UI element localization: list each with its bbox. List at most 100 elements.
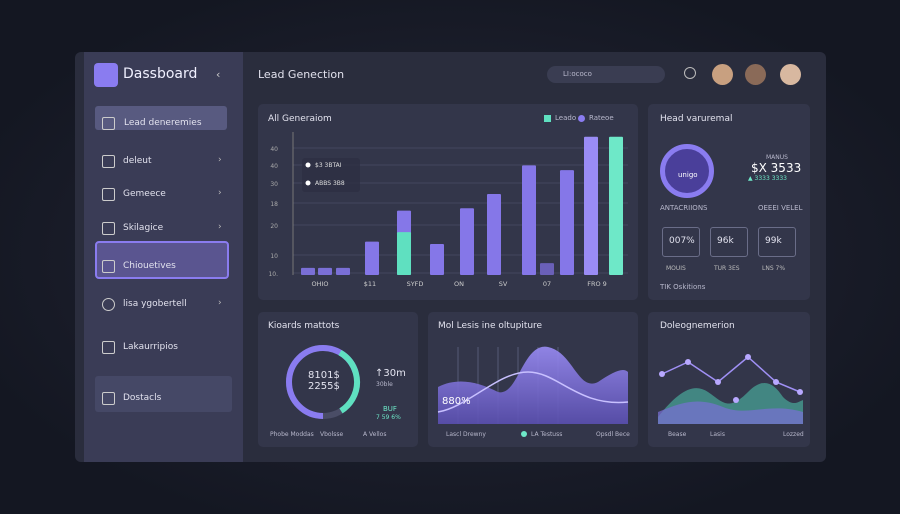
nav-highlight <box>95 106 227 130</box>
nav-icon <box>102 260 115 273</box>
donut-arc <box>286 345 360 420</box>
bar <box>540 263 554 275</box>
nav-icon <box>102 298 115 311</box>
y-label: 10 <box>270 253 278 260</box>
stat-label: TUR 3ES <box>714 265 740 272</box>
main-chart-card: All Generaiom Leado Rateoe 40 40 30 18 20 10 1… <box>258 104 638 300</box>
nav-item[interactable]: Gemeece <box>123 189 166 199</box>
nav-icon <box>102 117 115 130</box>
chevron: › <box>218 188 222 198</box>
nav-icon <box>102 155 115 168</box>
avatar[interactable] <box>745 64 766 85</box>
bar <box>560 170 574 275</box>
card-title: Mol Lesis ine oltupiture <box>438 321 543 331</box>
area-chart <box>437 346 629 424</box>
annotation-dot <box>305 162 311 168</box>
x-label: SYFD <box>407 280 424 288</box>
search-text: LI:ococo <box>563 70 592 78</box>
bar <box>336 267 350 275</box>
nav-item[interactable]: Lakaurripios <box>123 342 178 352</box>
nav-icon <box>102 341 115 354</box>
nav-item[interactable]: deleut <box>123 156 152 166</box>
x-label: FRO 9 <box>587 280 607 288</box>
stat-value: 007% <box>669 236 695 246</box>
stat-value: 96k <box>717 236 734 246</box>
card-title: Kioards mattots <box>268 321 340 331</box>
bar <box>487 193 501 275</box>
bar <box>460 208 474 275</box>
side-label: 30ble <box>376 381 393 388</box>
nav-item[interactable]: lisa ygobertell <box>123 299 187 309</box>
nav-active <box>95 241 229 279</box>
annotation-box <box>302 158 360 192</box>
badge: BUF <box>383 405 397 413</box>
area-card: Mol Lesis ine oltupiture 880% Lascl Drew… <box>428 312 638 447</box>
search-icon[interactable] <box>684 67 696 79</box>
x-label: 07 <box>543 280 551 288</box>
side-value: ↑30m <box>375 368 406 379</box>
card-title: Doleognemerion <box>660 321 735 331</box>
legend-item: Phobe Moddas <box>270 431 314 438</box>
legend-item: Bease <box>668 431 687 438</box>
search-box[interactable]: LI:ococo <box>547 66 665 83</box>
area <box>438 346 628 424</box>
y-label: 40 <box>270 163 278 170</box>
ring-label: unigo <box>678 171 698 179</box>
legend-item: A Vellos <box>363 431 387 438</box>
section-label: ANTACRIIONS <box>660 204 708 212</box>
stat-value: 99k <box>765 236 782 246</box>
bar <box>318 267 332 275</box>
legend-swatch <box>544 115 551 122</box>
nav-icon <box>102 222 115 235</box>
legend-swatch <box>578 115 585 122</box>
legend-item: Lascl Drewny <box>446 431 486 438</box>
stat-label: MOUIS <box>666 265 686 272</box>
legend-item: Lozzed <box>783 431 804 438</box>
nav-item[interactable]: Dostacls <box>123 393 162 403</box>
legend-item: Vbolsse <box>320 431 344 438</box>
card-title: Head varuremal <box>660 114 733 124</box>
nav-item[interactable]: Chiouetives <box>123 261 176 271</box>
avatar[interactable] <box>712 64 733 85</box>
delta: ▲ 3333 3333 <box>748 175 787 182</box>
section-label: OEEEI VELEL <box>758 204 803 212</box>
nav-item[interactable]: Lead deneremies <box>124 118 202 128</box>
legend-item: Opsdl Bece <box>596 431 630 438</box>
logo <box>94 63 118 87</box>
area-label: 880% <box>442 396 471 407</box>
donut-arc <box>286 345 360 419</box>
y-label: 40 <box>270 146 278 153</box>
avatar[interactable] <box>780 64 801 85</box>
nav-box <box>95 376 232 412</box>
bar <box>609 136 623 275</box>
legend-swatch <box>521 431 527 437</box>
x-label: ON <box>454 280 464 288</box>
nav-icon <box>102 392 115 405</box>
bar <box>301 267 315 275</box>
bar <box>397 232 411 275</box>
chevron: › <box>218 155 222 165</box>
annotation: ABBS 3B8 <box>315 180 345 187</box>
stat-box <box>758 227 796 257</box>
chevron: › <box>218 222 222 232</box>
bar <box>522 165 536 275</box>
donut-value: 8101$ <box>308 370 340 381</box>
collapse[interactable]: ‹ <box>216 68 221 81</box>
donut <box>286 345 360 420</box>
amount: $X 3533 <box>751 161 802 175</box>
y-label: 10. <box>268 271 278 278</box>
stat-box <box>710 227 748 257</box>
legend-item: LA Testuss <box>531 431 563 438</box>
area <box>658 401 803 424</box>
nav-item[interactable]: Skilagice <box>123 223 164 233</box>
donut-card: Kioards mattots 8101$ 2255$ ↑30m 30ble B… <box>258 312 418 447</box>
line <box>661 356 801 393</box>
y-label: 30 <box>270 181 278 188</box>
bar <box>365 241 379 275</box>
x-label: $11 <box>364 280 376 288</box>
x-label: SV <box>499 280 508 288</box>
donut-value: 2255$ <box>308 381 340 392</box>
badge: 7 59 6% <box>376 414 401 421</box>
legend-item: Lasis <box>710 431 725 438</box>
